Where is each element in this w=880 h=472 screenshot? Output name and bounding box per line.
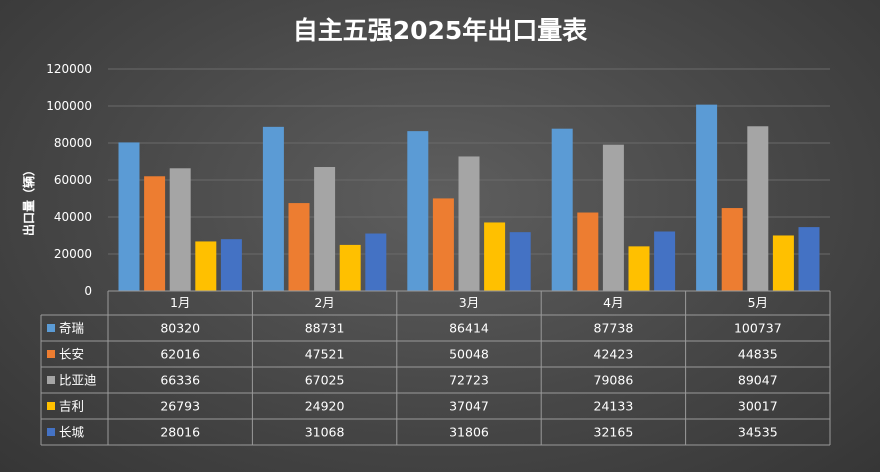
bar (654, 231, 676, 291)
data-label: 26793 (160, 399, 200, 414)
data-label: 87738 (594, 321, 634, 336)
bar (484, 222, 506, 291)
bar (407, 131, 429, 291)
bar (696, 104, 718, 291)
bar (432, 198, 454, 291)
legend-swatch (47, 350, 55, 358)
data-label: 47521 (305, 347, 345, 362)
bar (628, 246, 650, 291)
legend-entry: 长城 (59, 425, 85, 440)
data-label: 34535 (738, 425, 778, 440)
y-tick-label: 60000 (54, 173, 92, 187)
bar (551, 128, 573, 291)
legend-entry: 吉利 (59, 399, 84, 414)
bar (798, 227, 820, 291)
y-tick-label: 20000 (54, 247, 92, 261)
chart-title: 自主五强2025年出口量表 (293, 16, 589, 45)
bar (458, 156, 480, 291)
y-axis-ticks: 0 20000 40000 60000 80000 100000 120000 (46, 62, 92, 298)
y-tick-label: 0 (84, 284, 92, 298)
y-tick-label: 40000 (54, 210, 92, 224)
bars (118, 104, 820, 291)
data-label: 31806 (449, 425, 489, 440)
data-label: 50048 (449, 347, 489, 362)
data-label: 80320 (160, 321, 200, 336)
y-axis-label: 出口量（辆） (21, 164, 36, 236)
legend-swatch (47, 402, 55, 410)
legend-swatch (47, 428, 55, 436)
data-label: 32165 (594, 425, 634, 440)
bar (144, 176, 166, 291)
data-label: 24133 (594, 399, 634, 414)
data-label: 66336 (160, 373, 200, 388)
bar (509, 232, 531, 291)
bar (220, 239, 242, 291)
y-tick-label: 100000 (46, 99, 92, 113)
bar (169, 168, 191, 291)
bar (577, 212, 599, 291)
data-label: 62016 (160, 347, 200, 362)
data-label: 67025 (305, 373, 345, 388)
legend-entry: 比亚迪 (59, 373, 97, 388)
data-label: 86414 (449, 321, 489, 336)
bar (747, 126, 769, 291)
bar (772, 235, 794, 291)
y-tick-label: 120000 (46, 62, 92, 76)
x-tick-label: 4月 (603, 295, 623, 310)
bar (118, 142, 140, 291)
x-tick-label: 1月 (170, 295, 190, 310)
x-tick-label: 5月 (748, 295, 768, 310)
data-label: 44835 (738, 347, 778, 362)
bar (721, 208, 743, 291)
legend-entry: 奇瑞 (59, 321, 84, 336)
data-label: 42423 (594, 347, 634, 362)
x-tick-label: 3月 (459, 295, 479, 310)
bar (195, 241, 217, 291)
bar (314, 167, 336, 291)
y-tick-label: 80000 (54, 136, 92, 150)
data-label: 30017 (738, 399, 778, 414)
data-label: 79086 (594, 373, 634, 388)
data-label: 24920 (305, 399, 345, 414)
data-label: 31068 (305, 425, 345, 440)
data-label: 88731 (305, 321, 345, 336)
legend-swatch (47, 324, 55, 332)
bar (288, 203, 310, 291)
x-tick-label: 2月 (314, 295, 334, 310)
bar (602, 144, 624, 291)
data-label: 100737 (734, 321, 782, 336)
legend-swatch (47, 376, 55, 384)
data-label: 72723 (449, 373, 489, 388)
bar (339, 244, 361, 291)
data-label: 89047 (738, 373, 778, 388)
bar (365, 233, 387, 291)
legend-entry: 长安 (59, 347, 84, 362)
data-label: 37047 (449, 399, 489, 414)
bar (262, 126, 284, 291)
data-label: 28016 (160, 425, 200, 440)
